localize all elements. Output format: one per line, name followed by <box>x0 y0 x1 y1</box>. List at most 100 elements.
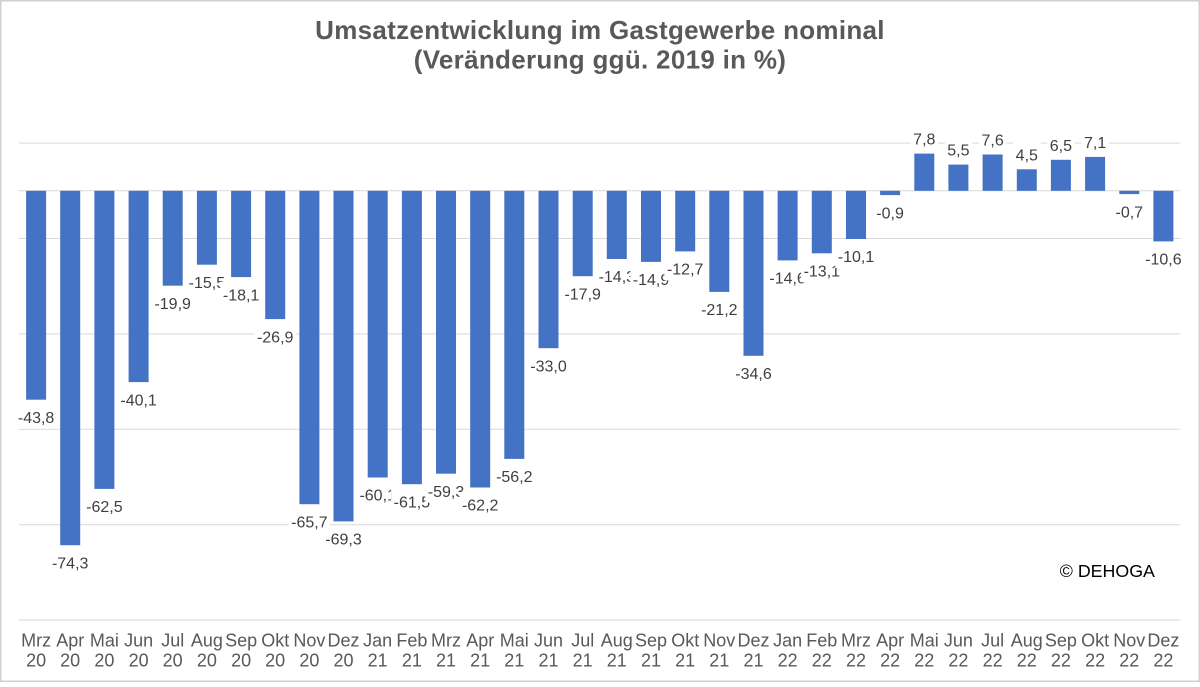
svg-text:22: 22 <box>983 651 1003 671</box>
svg-text:Jul: Jul <box>571 631 594 651</box>
svg-text:21: 21 <box>641 651 661 671</box>
svg-text:20: 20 <box>94 651 114 671</box>
svg-text:Nov: Nov <box>293 631 325 651</box>
svg-text:Mrz: Mrz <box>21 631 51 651</box>
svg-text:Feb: Feb <box>806 631 837 651</box>
svg-text:-13,1: -13,1 <box>804 264 841 281</box>
svg-text:-43,8: -43,8 <box>18 410 55 427</box>
svg-text:21: 21 <box>743 651 763 671</box>
svg-text:Nov: Nov <box>703 631 735 651</box>
svg-text:Sep: Sep <box>225 631 257 651</box>
svg-text:22: 22 <box>812 651 832 671</box>
svg-text:22: 22 <box>1153 651 1173 671</box>
svg-text:22: 22 <box>1051 651 1071 671</box>
svg-text:Jan: Jan <box>773 631 802 651</box>
svg-text:Mai: Mai <box>500 631 529 651</box>
svg-text:© DEHOGA: © DEHOGA <box>1060 561 1155 581</box>
svg-text:-69,3: -69,3 <box>325 532 362 549</box>
svg-text:21: 21 <box>402 651 422 671</box>
svg-text:-15,5: -15,5 <box>189 275 226 292</box>
svg-text:-40,1: -40,1 <box>120 392 157 409</box>
svg-text:Mrz: Mrz <box>841 631 871 651</box>
svg-text:-56,2: -56,2 <box>496 469 533 486</box>
svg-text:(Veränderung ggü. 2019 in %): (Veränderung ggü. 2019 in %) <box>414 45 786 75</box>
svg-text:-14,6: -14,6 <box>769 271 806 288</box>
svg-text:20: 20 <box>231 651 251 671</box>
svg-text:-62,2: -62,2 <box>462 498 499 515</box>
svg-text:21: 21 <box>504 651 524 671</box>
svg-text:7,1: 7,1 <box>1084 135 1106 152</box>
svg-text:Apr: Apr <box>56 631 84 651</box>
svg-text:20: 20 <box>299 651 319 671</box>
svg-text:-34,6: -34,6 <box>735 366 772 383</box>
svg-text:6,5: 6,5 <box>1050 138 1072 155</box>
svg-text:4,5: 4,5 <box>1016 147 1038 164</box>
svg-text:22: 22 <box>778 651 798 671</box>
svg-text:-74,3: -74,3 <box>52 555 89 572</box>
svg-text:21: 21 <box>607 651 627 671</box>
svg-text:-65,7: -65,7 <box>291 514 328 531</box>
svg-text:Dez: Dez <box>737 631 769 651</box>
svg-text:22: 22 <box>880 651 900 671</box>
svg-text:-21,2: -21,2 <box>701 302 738 319</box>
svg-text:Sep: Sep <box>1045 631 1077 651</box>
svg-text:Dez: Dez <box>1147 631 1179 651</box>
svg-text:Jun: Jun <box>534 631 563 651</box>
svg-text:20: 20 <box>163 651 183 671</box>
svg-text:-33,0: -33,0 <box>530 358 567 375</box>
svg-text:-12,7: -12,7 <box>667 262 704 279</box>
svg-text:5,5: 5,5 <box>947 143 969 160</box>
svg-text:-60,1: -60,1 <box>359 488 396 505</box>
svg-text:-14,9: -14,9 <box>633 272 670 289</box>
svg-text:7,6: 7,6 <box>981 133 1003 150</box>
svg-text:Aug: Aug <box>1011 631 1043 651</box>
svg-text:-19,9: -19,9 <box>154 296 191 313</box>
svg-text:Okt: Okt <box>261 631 289 651</box>
svg-text:Aug: Aug <box>601 631 633 651</box>
svg-text:Mrz: Mrz <box>431 631 461 651</box>
svg-text:7,8: 7,8 <box>913 132 935 149</box>
svg-text:Dez: Dez <box>327 631 359 651</box>
svg-text:21: 21 <box>368 651 388 671</box>
svg-text:-0,7: -0,7 <box>1116 204 1144 221</box>
svg-text:-14,3: -14,3 <box>599 269 636 286</box>
svg-text:20: 20 <box>60 651 80 671</box>
svg-text:21: 21 <box>709 651 729 671</box>
svg-text:Nov: Nov <box>1113 631 1145 651</box>
svg-text:-10,6: -10,6 <box>1145 252 1182 269</box>
svg-text:-61,5: -61,5 <box>394 494 431 511</box>
svg-text:22: 22 <box>1085 651 1105 671</box>
svg-text:21: 21 <box>470 651 490 671</box>
svg-text:20: 20 <box>265 651 285 671</box>
svg-text:Mai: Mai <box>90 631 119 651</box>
svg-text:Jun: Jun <box>124 631 153 651</box>
svg-text:21: 21 <box>573 651 593 671</box>
svg-text:Umsatzentwicklung im Gastgewer: Umsatzentwicklung im Gastgewerbe nominal <box>315 15 885 45</box>
svg-text:Jun: Jun <box>944 631 973 651</box>
svg-text:20: 20 <box>26 651 46 671</box>
svg-text:Feb: Feb <box>396 631 427 651</box>
svg-text:21: 21 <box>436 651 456 671</box>
svg-text:21: 21 <box>538 651 558 671</box>
svg-text:22: 22 <box>1017 651 1037 671</box>
svg-text:Okt: Okt <box>1081 631 1109 651</box>
svg-text:Jan: Jan <box>363 631 392 651</box>
svg-text:-10,1: -10,1 <box>838 249 875 266</box>
svg-text:Sep: Sep <box>635 631 667 651</box>
svg-text:22: 22 <box>846 651 866 671</box>
svg-text:Aug: Aug <box>191 631 223 651</box>
svg-text:22: 22 <box>1119 651 1139 671</box>
svg-text:20: 20 <box>197 651 217 671</box>
svg-text:Jul: Jul <box>161 631 184 651</box>
svg-text:20: 20 <box>333 651 353 671</box>
svg-text:-18,1: -18,1 <box>223 287 260 304</box>
svg-text:21: 21 <box>675 651 695 671</box>
svg-text:Apr: Apr <box>466 631 494 651</box>
svg-text:-62,5: -62,5 <box>86 499 123 516</box>
svg-text:-26,9: -26,9 <box>257 329 294 346</box>
svg-text:Apr: Apr <box>876 631 904 651</box>
svg-text:Mai: Mai <box>910 631 939 651</box>
svg-text:-17,9: -17,9 <box>564 286 601 303</box>
svg-text:-0,9: -0,9 <box>876 205 904 222</box>
svg-text:22: 22 <box>948 651 968 671</box>
